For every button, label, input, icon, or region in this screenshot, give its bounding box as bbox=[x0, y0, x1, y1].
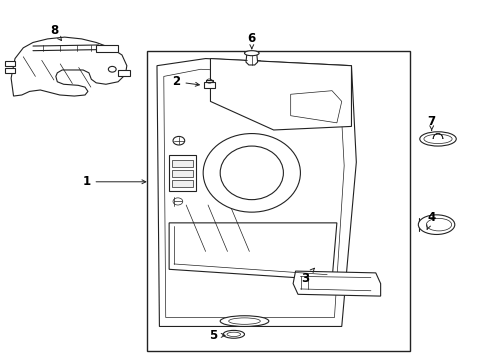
Bar bbox=[169, 155, 196, 191]
Ellipse shape bbox=[419, 132, 455, 146]
Bar bbox=[203, 82, 215, 88]
Text: 6: 6 bbox=[247, 32, 255, 49]
Polygon shape bbox=[210, 59, 351, 130]
Ellipse shape bbox=[426, 219, 451, 231]
Text: 5: 5 bbox=[208, 329, 224, 342]
Text: 2: 2 bbox=[172, 75, 199, 88]
Bar bbox=[205, 80, 213, 82]
Ellipse shape bbox=[203, 134, 300, 212]
Bar bbox=[96, 45, 118, 52]
Bar bbox=[5, 68, 15, 73]
Ellipse shape bbox=[220, 316, 268, 327]
Ellipse shape bbox=[220, 146, 283, 200]
Bar bbox=[5, 61, 15, 66]
Ellipse shape bbox=[226, 332, 240, 337]
Polygon shape bbox=[11, 37, 126, 96]
Text: 1: 1 bbox=[82, 175, 145, 188]
Polygon shape bbox=[157, 59, 356, 327]
Bar bbox=[118, 70, 130, 76]
Ellipse shape bbox=[417, 215, 454, 234]
Text: 3: 3 bbox=[301, 268, 314, 285]
Polygon shape bbox=[169, 223, 336, 280]
Ellipse shape bbox=[228, 318, 260, 324]
Ellipse shape bbox=[244, 51, 259, 56]
Bar bbox=[171, 180, 193, 187]
Text: 4: 4 bbox=[426, 211, 435, 229]
Text: 8: 8 bbox=[50, 24, 61, 41]
Bar bbox=[171, 170, 193, 177]
Bar bbox=[147, 51, 409, 351]
Ellipse shape bbox=[223, 330, 244, 338]
Polygon shape bbox=[292, 271, 380, 296]
Bar bbox=[171, 160, 193, 167]
Text: 7: 7 bbox=[427, 114, 435, 130]
Polygon shape bbox=[163, 69, 344, 318]
Polygon shape bbox=[290, 91, 341, 123]
Ellipse shape bbox=[423, 134, 451, 144]
Polygon shape bbox=[245, 53, 257, 65]
